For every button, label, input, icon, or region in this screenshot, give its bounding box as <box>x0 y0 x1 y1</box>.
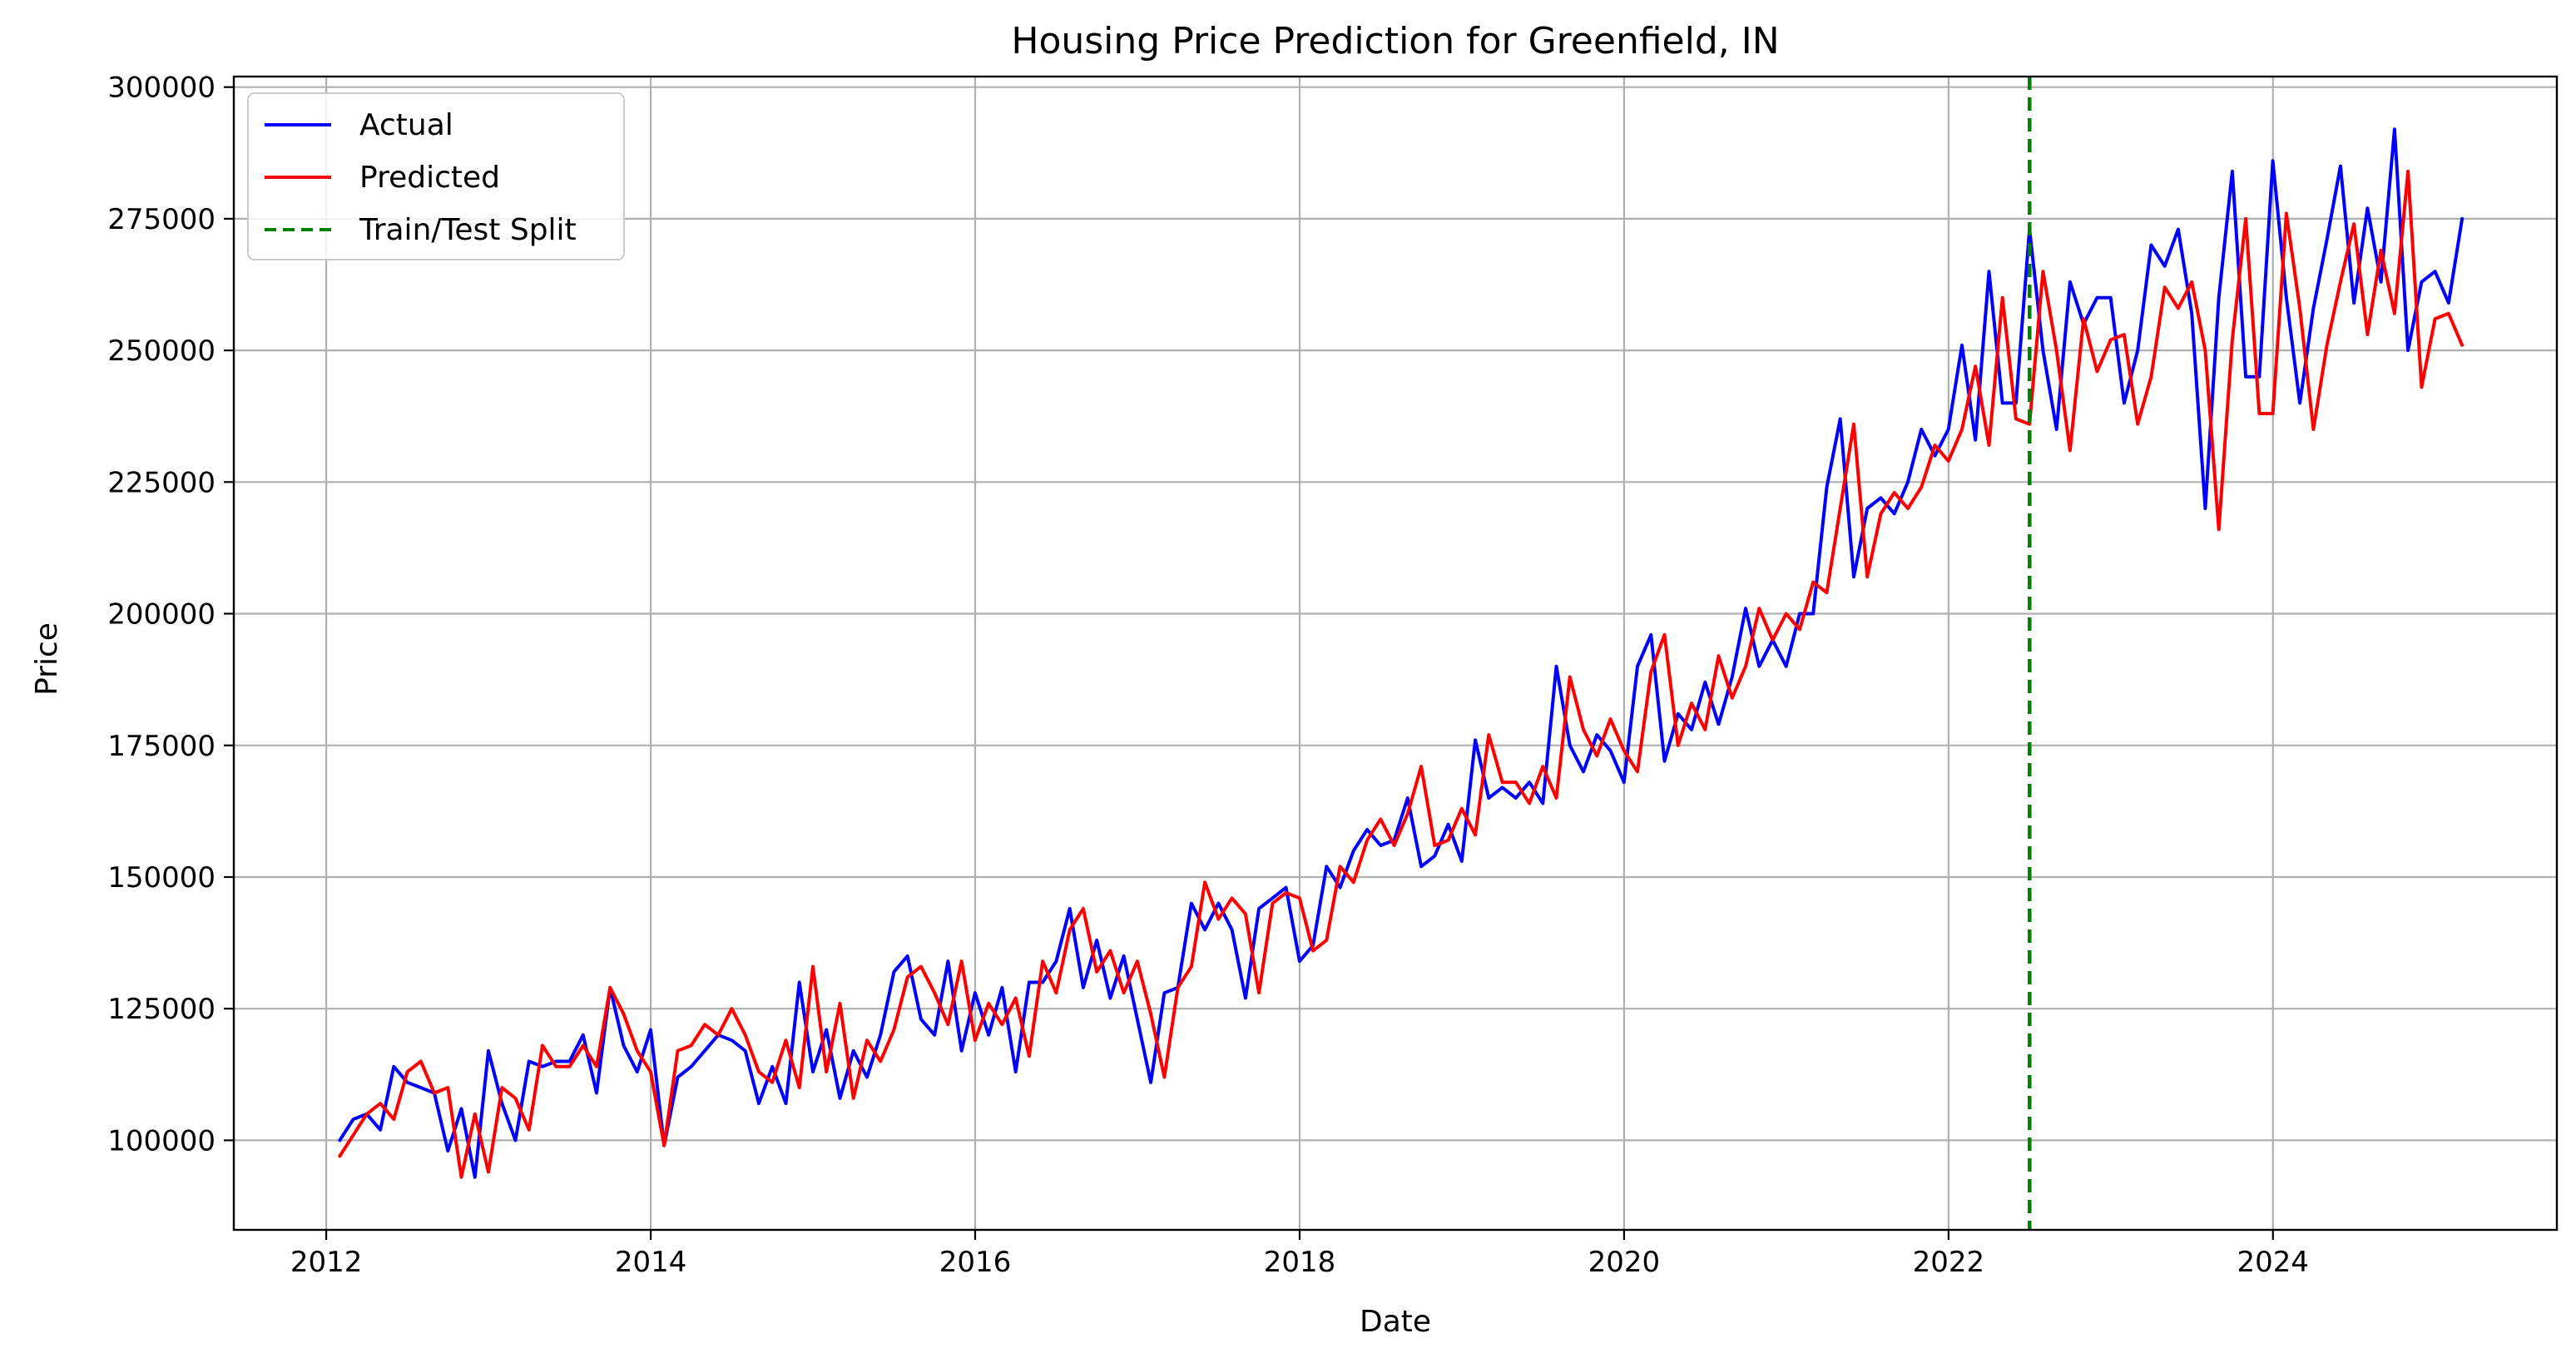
x-axis-label: Date <box>1360 1305 1431 1339</box>
plot-frame <box>232 75 2559 1232</box>
legend-box <box>247 92 625 260</box>
legend-label-predicted: Predicted <box>359 161 500 195</box>
y-tick-label: 175000 <box>107 730 215 763</box>
x-tick-label: 2018 <box>1264 1246 1336 1279</box>
x-tick-label: 2022 <box>1913 1246 1985 1279</box>
series-line-actual <box>338 127 2465 1179</box>
x-tick-label: 2024 <box>2237 1246 2310 1279</box>
series-line-predicted <box>338 169 2465 1179</box>
legend-label-actual: Actual <box>359 108 453 142</box>
y-tick-label: 225000 <box>107 466 215 499</box>
y-tick-label: 250000 <box>107 335 215 368</box>
legend-label-split: Train/Test Split <box>359 213 577 247</box>
x-tick-label: 2020 <box>1588 1246 1661 1279</box>
y-tick-label: 200000 <box>107 598 215 632</box>
x-tick-label: 2014 <box>615 1246 687 1279</box>
chart-title: Housing Price Prediction for Greenfield,… <box>1011 20 1779 62</box>
legend: Actual Predicted Train/Test Split <box>247 92 625 260</box>
y-tick-label: 100000 <box>107 1124 215 1157</box>
y-tick-label: 275000 <box>107 203 215 236</box>
series-lines <box>338 77 2465 1230</box>
axis-ticks: 2012 2014 2016 2018 2020 2022 2024 100000 125000… <box>107 72 2309 1279</box>
y-tick-label: 150000 <box>107 861 215 895</box>
y-axis-label: Price <box>30 622 64 696</box>
y-tick-label: 125000 <box>107 993 215 1026</box>
y-tick-label: 300000 <box>107 72 215 105</box>
x-tick-label: 2012 <box>290 1246 363 1279</box>
x-tick-label: 2016 <box>939 1246 1012 1279</box>
